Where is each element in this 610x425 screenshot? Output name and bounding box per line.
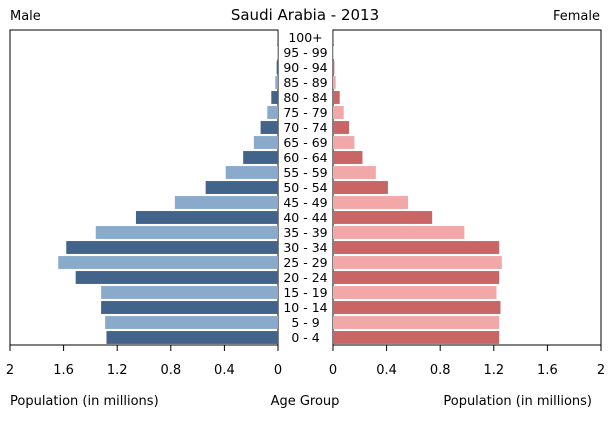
female-bar-95-99 (333, 46, 334, 59)
female-x-tick-label: 0.4 (376, 363, 397, 378)
female-x-axis-label: Population (in millions) (443, 394, 592, 409)
age-group-axis-label: Age Group (271, 394, 340, 409)
age-group-label: 10 - 14 (283, 300, 327, 315)
age-group-label: 30 - 34 (283, 240, 327, 255)
female-bar-15-19 (333, 286, 497, 299)
male-bar-85-89 (275, 76, 278, 89)
male-x-tick-label: 2 (6, 363, 14, 378)
female-bar-85-89 (333, 76, 336, 89)
age-group-label: 0 - 4 (291, 330, 319, 345)
age-group-label: 50 - 54 (283, 180, 327, 195)
female-bar-35-39 (333, 226, 465, 239)
female-bar-0-4 (333, 331, 500, 344)
age-group-label: 15 - 19 (283, 285, 327, 300)
female-bar-5-9 (333, 316, 500, 329)
age-group-label: 20 - 24 (283, 270, 327, 285)
female-label: Female (553, 9, 600, 24)
male-bar-25-29 (58, 256, 278, 269)
male-bar-80-84 (271, 91, 278, 104)
male-x-axis-label: Population (in millions) (10, 394, 159, 409)
male-bar-40-44 (135, 211, 278, 224)
male-bars (58, 31, 279, 344)
male-bar-60-64 (243, 151, 278, 164)
male-bar-30-34 (66, 241, 278, 254)
male-bar-75-79 (267, 106, 278, 119)
female-bar-50-54 (333, 181, 388, 194)
female-x-tick-label: 1.6 (537, 363, 558, 378)
age-group-label: 65 - 69 (283, 135, 327, 150)
female-x-tick-label: 0.8 (430, 363, 451, 378)
male-bar-0-4 (106, 331, 278, 344)
female-bar-20-24 (333, 271, 500, 284)
male-bar-35-39 (95, 226, 278, 239)
male-x-tick-label: 0.8 (160, 363, 181, 378)
male-bar-70-74 (260, 121, 278, 134)
male-bar-95-99 (277, 46, 278, 59)
male-x-tick-label: 1.6 (53, 363, 74, 378)
age-group-label: 55 - 59 (283, 165, 327, 180)
female-bar-65-69 (333, 136, 355, 149)
female-bar-30-34 (333, 241, 500, 254)
male-bar-15-19 (101, 286, 279, 299)
female-x-tick-label: 1.2 (483, 363, 504, 378)
female-bar-60-64 (333, 151, 363, 164)
age-group-label: 5 - 9 (291, 315, 319, 330)
age-group-label: 70 - 74 (283, 120, 327, 135)
female-x-axis: 0 0.4 0.8 1.2 1.6 2 (329, 345, 605, 378)
male-bar-50-54 (205, 181, 278, 194)
age-group-label: 80 - 84 (283, 90, 327, 105)
male-bar-55-59 (225, 166, 278, 179)
female-x-tick-label: 2 (597, 363, 605, 378)
age-group-label: 35 - 39 (283, 225, 327, 240)
age-group-label: 95 - 99 (283, 45, 327, 60)
female-bar-80-84 (333, 91, 340, 104)
age-group-label: 25 - 29 (283, 255, 327, 270)
age-group-label: 45 - 49 (283, 195, 327, 210)
female-bar-90-94 (333, 61, 335, 74)
male-x-axis: 0 0.4 0.8 1.2 1.6 2 (6, 345, 282, 378)
female-bar-10-14 (333, 301, 501, 314)
male-x-tick-label: 1.2 (107, 363, 128, 378)
female-x-tick-label: 0 (329, 363, 337, 378)
female-bar-70-74 (333, 121, 350, 134)
male-bar-5-9 (105, 316, 278, 329)
female-bars (333, 31, 502, 344)
chart-title: Saudi Arabia - 2013 (231, 6, 379, 24)
age-group-label: 90 - 94 (283, 60, 327, 75)
age-group-label: 40 - 44 (283, 210, 327, 225)
male-bar-10-14 (101, 301, 279, 314)
female-bar-40-44 (333, 211, 433, 224)
female-bar-45-49 (333, 196, 409, 209)
female-bar-25-29 (333, 256, 502, 269)
male-bar-45-49 (174, 196, 278, 209)
male-bar-20-24 (75, 271, 278, 284)
male-bar-65-69 (253, 136, 278, 149)
male-x-tick-label: 0 (274, 363, 282, 378)
female-bar-55-59 (333, 166, 376, 179)
age-group-label: 60 - 64 (283, 150, 327, 165)
age-group-label: 100+ (288, 30, 322, 45)
female-bar-75-79 (333, 106, 344, 119)
male-x-tick-label: 0.4 (214, 363, 235, 378)
male-bar-90-94 (276, 61, 278, 74)
age-group-label: 75 - 79 (283, 105, 327, 120)
age-group-label: 85 - 89 (283, 75, 327, 90)
male-label: Male (10, 9, 41, 24)
